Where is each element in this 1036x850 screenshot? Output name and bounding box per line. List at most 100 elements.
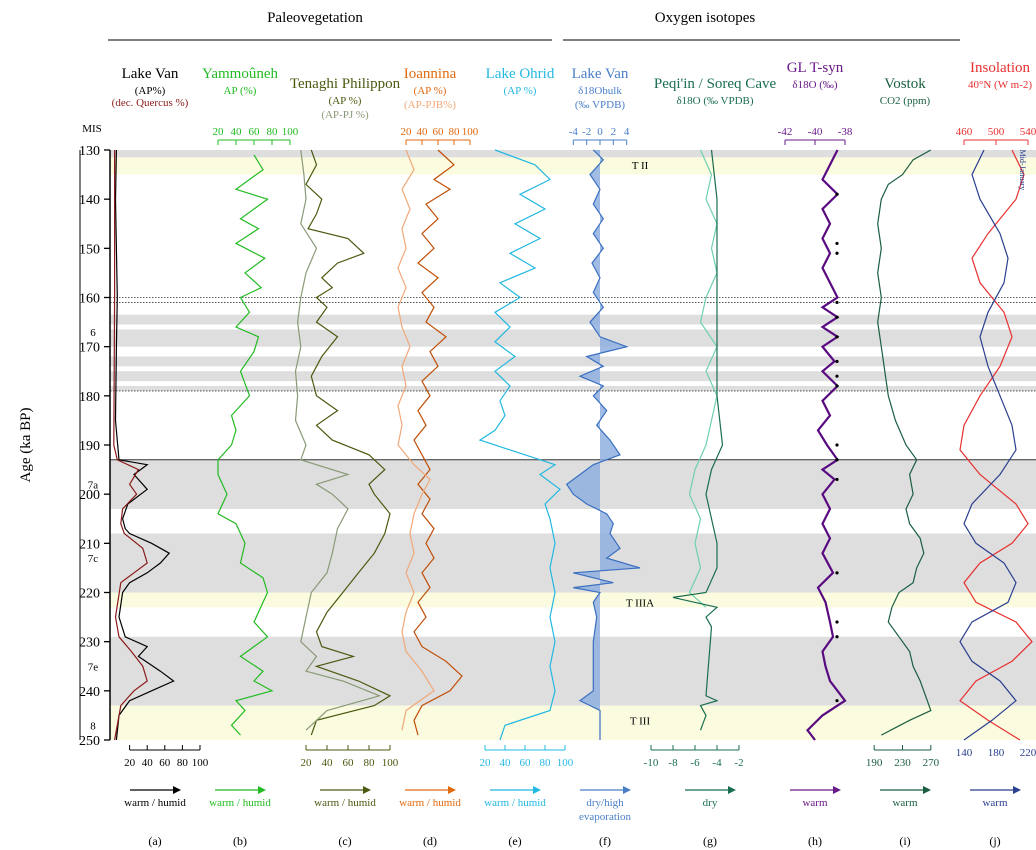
panel-title-line: (‰ VPDB) — [575, 99, 626, 111]
panel-axis-tick-label: 20 — [124, 757, 136, 769]
mis-label: 8 — [90, 720, 96, 732]
panel-axis-tick-label: -10 — [644, 757, 659, 769]
panel-f: Lake Van δ18Obulk (‰ VPDB) -4 -2 0 2 4 dry/high e… — [565, 66, 641, 848]
panel-axis-tick-label: 60 — [433, 126, 445, 138]
direction-arrowhead — [363, 786, 371, 794]
panel-title-line: Vostok — [884, 76, 926, 92]
panel-title: Peqi'in / Soreq Cave — [654, 76, 777, 92]
panel-bottom-tick-label: 180 — [988, 747, 1005, 759]
panel-axis-tick-label: 190 — [866, 757, 883, 769]
panel-axis-tick-label: 500 — [988, 126, 1005, 138]
panel-axis-tick-label: -40 — [808, 126, 823, 138]
direction-arrowhead — [173, 786, 181, 794]
y-tick-label: 240 — [79, 685, 100, 700]
panel-axis-tick-label: -2 — [734, 757, 743, 769]
event-dot — [835, 384, 839, 388]
event-dot — [835, 477, 839, 482]
mis-header: MIS — [82, 123, 102, 135]
direction-label: warm / humid — [209, 797, 271, 809]
direction-arrowhead — [923, 786, 931, 794]
panel-axis-tick-label: 60 — [520, 757, 532, 769]
panel-title-line: δ18O (‰ VPDB) — [676, 95, 753, 107]
panel-axis-tick-label: 100 — [462, 126, 479, 138]
shading-layer — [110, 150, 1036, 740]
panel-axis-tick-label: -4 — [569, 126, 579, 138]
series-line — [113, 150, 148, 741]
panel-title-line: GL T-syn — [787, 60, 844, 76]
panel-axis-tick-label: 80 — [449, 126, 461, 138]
series-line — [305, 149, 392, 736]
series-line — [478, 149, 561, 741]
gray-band-4 — [110, 371, 1036, 382]
direction-label: warm / humid — [314, 797, 376, 809]
panel-title-line: (AP%) — [135, 85, 166, 97]
panel-axis-tick-label: -38 — [838, 126, 853, 138]
panel-axis-tick-label: 540 — [1020, 126, 1036, 138]
event-dot — [835, 443, 839, 447]
series-line — [959, 149, 1033, 741]
series-area-0 — [566, 150, 640, 740]
panel-axis-tick-label: 100 — [382, 757, 399, 769]
headers: Paleovegetation Oxygen isotopes — [108, 10, 960, 41]
panel-letter: (j) — [989, 834, 1000, 848]
direction-label-2: evaporation — [579, 811, 631, 823]
panel-axis-tick-label: 60 — [343, 757, 355, 769]
panel-axis-tick-label: 80 — [540, 757, 552, 769]
panel-h: GL T-syn δ18O (‰) -42 -40 -38 warm (h) — [778, 60, 853, 848]
panel-axis-tick-label: 230 — [894, 757, 911, 769]
series-line — [294, 149, 382, 731]
group-header-paleovegetation: Paleovegetation — [267, 10, 363, 26]
annotations-layer: T II T IIIA T III — [626, 160, 654, 728]
panel-axis-tick-label: 20 — [301, 757, 313, 769]
panel-b: Yammoûneh AP (%) 20 40 60 80 100 warm / humid (b… — [202, 66, 299, 848]
y-tick-label: 160 — [79, 292, 100, 307]
panel-title-line: δ18Obulk — [578, 85, 622, 97]
panel-axis-tick-label: 40 — [231, 126, 243, 138]
panel-letter: (b) — [233, 834, 247, 848]
panel-letter: (f) — [599, 834, 611, 848]
y-tick-label: 130 — [79, 144, 100, 159]
panel-g: Peqi'in / Soreq Cave δ18O (‰ VPDB) -10 -8 -6… — [644, 76, 777, 848]
gray-band-0 — [110, 150, 1036, 158]
panel-axis-tick-label: 20 — [401, 126, 413, 138]
event-dot — [835, 251, 839, 255]
panel-i: Vostok CO2 (ppm) 190 230 270 warm (i) — [866, 76, 940, 848]
panel-axis-tick-label: 40 — [417, 126, 429, 138]
panel-axis-tick-label: 60 — [159, 757, 171, 769]
yellow-band-1 — [110, 592, 1036, 608]
panel-axis-tick-label: -42 — [778, 126, 793, 138]
panel-axis-tick-label: -2 — [582, 126, 591, 138]
direction-arrowhead — [1013, 786, 1021, 794]
panel-title-line: (AP %) — [329, 95, 362, 107]
direction-label: warm / humid — [399, 797, 461, 809]
panel-title-line: Insolation — [970, 60, 1030, 76]
direction-label: warm — [982, 797, 1007, 809]
panel-axis-tick-label: 270 — [923, 757, 940, 769]
direction-arrowhead — [448, 786, 456, 794]
panel-axis-tick-label: 100 — [192, 757, 209, 769]
y-tick-label: 210 — [79, 537, 100, 552]
panel-axis-tick-label: 60 — [249, 126, 261, 138]
panel-letter: (e) — [508, 834, 521, 848]
panel-title-line: Lake Van — [572, 66, 629, 82]
event-dot — [835, 620, 839, 624]
panel-title-line: (AP-PJ %) — [321, 109, 369, 121]
gray-band-2 — [110, 329, 1036, 347]
direction-label: warm / humid — [124, 797, 186, 809]
termination-label: T IIIA — [626, 597, 654, 609]
y-axis-label: Age (ka BP) — [18, 408, 34, 483]
panel-axis-tick-label: 100 — [557, 757, 574, 769]
panel-title-line: Ioannina — [404, 66, 457, 82]
series-line — [959, 149, 1017, 741]
series-line — [217, 154, 274, 736]
panel-letter: (c) — [338, 834, 351, 848]
panel-title-line: Tenaghi Philippon — [290, 76, 401, 92]
y-tick-label: 220 — [79, 587, 100, 602]
event-dot — [835, 359, 839, 364]
panel-letter: (g) — [703, 834, 717, 848]
direction-arrowhead — [623, 786, 631, 794]
panel-letter: (d) — [423, 834, 437, 848]
panel-axis-tick-label: 460 — [956, 126, 973, 138]
panel-letter: (h) — [808, 834, 822, 848]
